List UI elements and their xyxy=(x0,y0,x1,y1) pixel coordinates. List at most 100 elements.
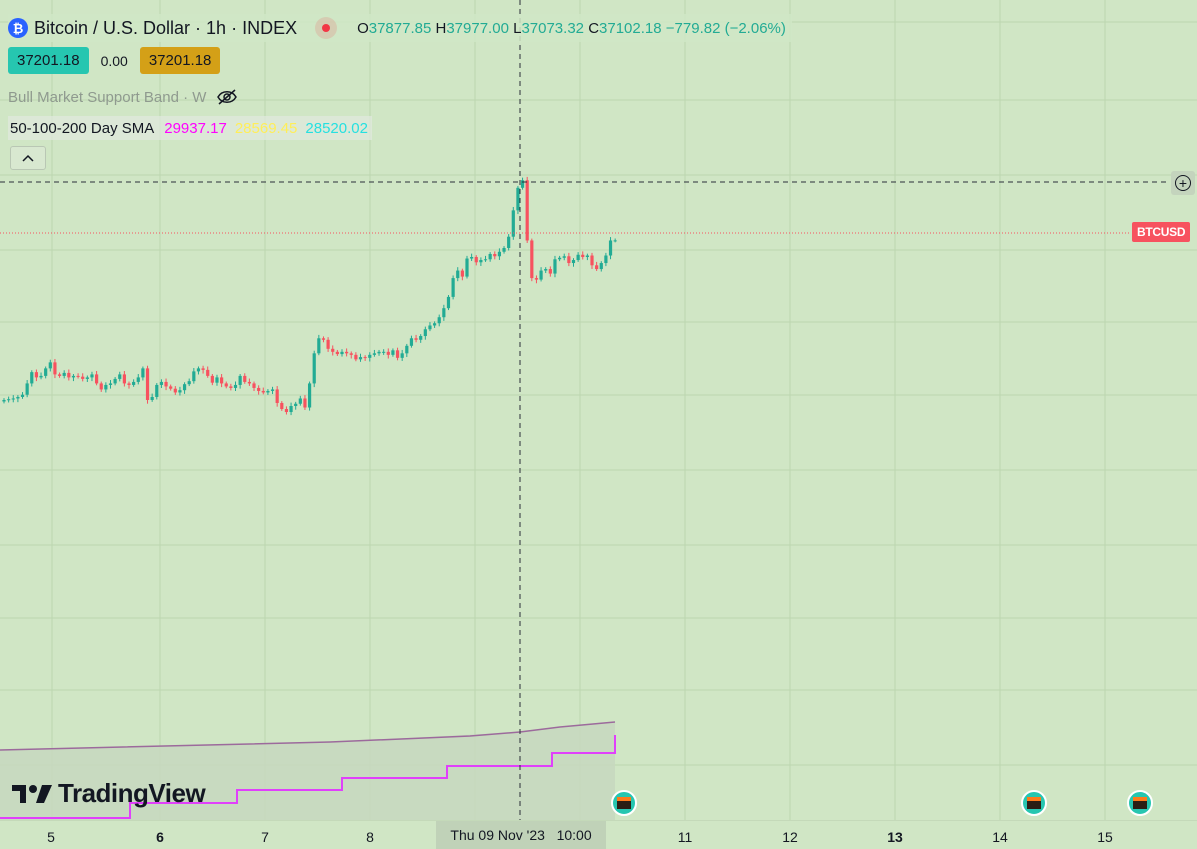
candle-body xyxy=(220,377,224,384)
ohlc-values: O37877.85 H37977.00 L37073.32 C37102.18 … xyxy=(357,19,786,37)
candle-body xyxy=(312,353,316,384)
candle-body xyxy=(363,357,367,359)
candle-body xyxy=(76,375,80,377)
candle-body xyxy=(30,372,34,384)
candle-body xyxy=(558,257,562,260)
candle-body xyxy=(39,375,43,378)
tradingview-logo-icon xyxy=(12,784,52,803)
candle-body xyxy=(377,351,381,354)
candle-body xyxy=(275,389,279,403)
price-change: −779.82 (−2.06%) xyxy=(665,19,786,37)
candle-body xyxy=(321,338,326,340)
candle-body xyxy=(150,396,154,400)
candle-body xyxy=(81,376,85,379)
candle-body xyxy=(108,383,113,385)
time-tick: 8 xyxy=(366,829,374,845)
candle-body xyxy=(206,369,210,376)
candle-body xyxy=(95,374,99,384)
candle-body xyxy=(113,378,117,384)
candle-body xyxy=(465,258,469,277)
candle-body xyxy=(215,377,219,383)
sell-price-button[interactable]: 37201.18 xyxy=(8,47,89,74)
indicator-name: 50-100-200 Day SMA xyxy=(10,119,155,137)
event-flag-icon[interactable] xyxy=(1021,790,1047,816)
candle-body xyxy=(525,180,529,241)
candle-body xyxy=(340,351,344,355)
candle-body xyxy=(238,375,242,385)
candle-body xyxy=(335,351,339,355)
time-tick: 5 xyxy=(47,829,55,845)
sma-line-200 xyxy=(0,721,616,751)
candle-body xyxy=(470,257,474,259)
candle-body xyxy=(553,259,557,274)
candle-body xyxy=(192,371,196,382)
candle-body xyxy=(11,398,15,400)
candle-body xyxy=(229,386,233,388)
candle-body xyxy=(442,308,446,318)
candle-body xyxy=(247,381,251,384)
candle-body xyxy=(613,240,617,242)
candle-body xyxy=(53,362,57,375)
candle-body xyxy=(534,278,539,280)
collapse-legend-button[interactable] xyxy=(10,146,46,170)
candle-body xyxy=(34,372,39,378)
candle-body xyxy=(400,353,404,358)
candle-body xyxy=(419,336,423,340)
candle-body xyxy=(507,236,511,248)
symbol-price-tag: BTCUSD xyxy=(1132,222,1191,242)
candle-body xyxy=(395,350,400,358)
candle-body xyxy=(182,384,187,391)
symbol-legend[interactable]: ₿ Bitcoin / U.S. Dollar · 1h · INDEX O37… xyxy=(8,14,792,42)
buy-price-button[interactable]: 37201.18 xyxy=(139,47,221,74)
candle-body xyxy=(270,389,275,391)
event-flag-icon[interactable] xyxy=(1127,790,1153,816)
candle-body xyxy=(488,254,492,260)
candle-body xyxy=(460,270,464,277)
eye-off-icon[interactable] xyxy=(216,88,238,106)
candle-body xyxy=(483,259,488,261)
candle-body xyxy=(516,187,520,211)
candle-body xyxy=(224,383,228,387)
candle-body xyxy=(44,368,48,376)
candle-body xyxy=(423,329,427,337)
time-axis[interactable]: 5 6 7 8 11 12 13 14 15 Thu 09 Nov '23 10… xyxy=(0,820,1197,849)
crosshair-time-label: Thu 09 Nov '23 10:00 xyxy=(436,821,606,849)
candle-body xyxy=(159,381,164,385)
candle-body xyxy=(604,255,608,264)
symbol-title[interactable]: Bitcoin / U.S. Dollar · 1h · INDEX xyxy=(34,17,298,38)
indicator-bull-market-band[interactable]: Bull Market Support Band · W xyxy=(8,86,238,108)
candle-body xyxy=(451,278,455,297)
event-flag-icon[interactable] xyxy=(611,790,637,816)
candle-body xyxy=(349,353,353,355)
logo-wordmark: TradingView xyxy=(58,778,206,808)
candle-body xyxy=(544,269,548,271)
candle-body xyxy=(164,381,168,387)
candle-body xyxy=(548,269,552,274)
candle-body xyxy=(132,381,136,385)
candle-body xyxy=(141,368,145,378)
time-tick: 14 xyxy=(992,829,1008,845)
candle-body xyxy=(317,338,321,354)
candle-body xyxy=(432,323,437,326)
candle-body xyxy=(261,390,265,393)
time-tick: 13 xyxy=(887,829,903,845)
candle-body xyxy=(303,398,307,408)
candle-body xyxy=(7,399,11,401)
candle-body xyxy=(187,381,191,385)
sma-plot xyxy=(0,721,616,820)
candle-body xyxy=(581,254,585,258)
tradingview-logo[interactable]: TradingView xyxy=(12,778,206,809)
candle-body xyxy=(294,403,298,406)
candle-body xyxy=(368,354,372,358)
chevron-up-icon xyxy=(22,154,34,162)
candle-body xyxy=(456,270,460,279)
candle-body xyxy=(155,384,159,397)
market-status-icon[interactable] xyxy=(315,17,338,39)
candle-body xyxy=(497,251,502,257)
candle-body xyxy=(169,386,173,389)
candle-body xyxy=(280,402,284,410)
time-tick: 15 xyxy=(1097,829,1113,845)
bitcoin-icon: ₿ xyxy=(8,18,28,38)
add-alert-button[interactable]: + xyxy=(1171,171,1195,195)
indicator-sma[interactable]: 50-100-200 Day SMA 29937.17 28569.45 285… xyxy=(8,116,372,140)
